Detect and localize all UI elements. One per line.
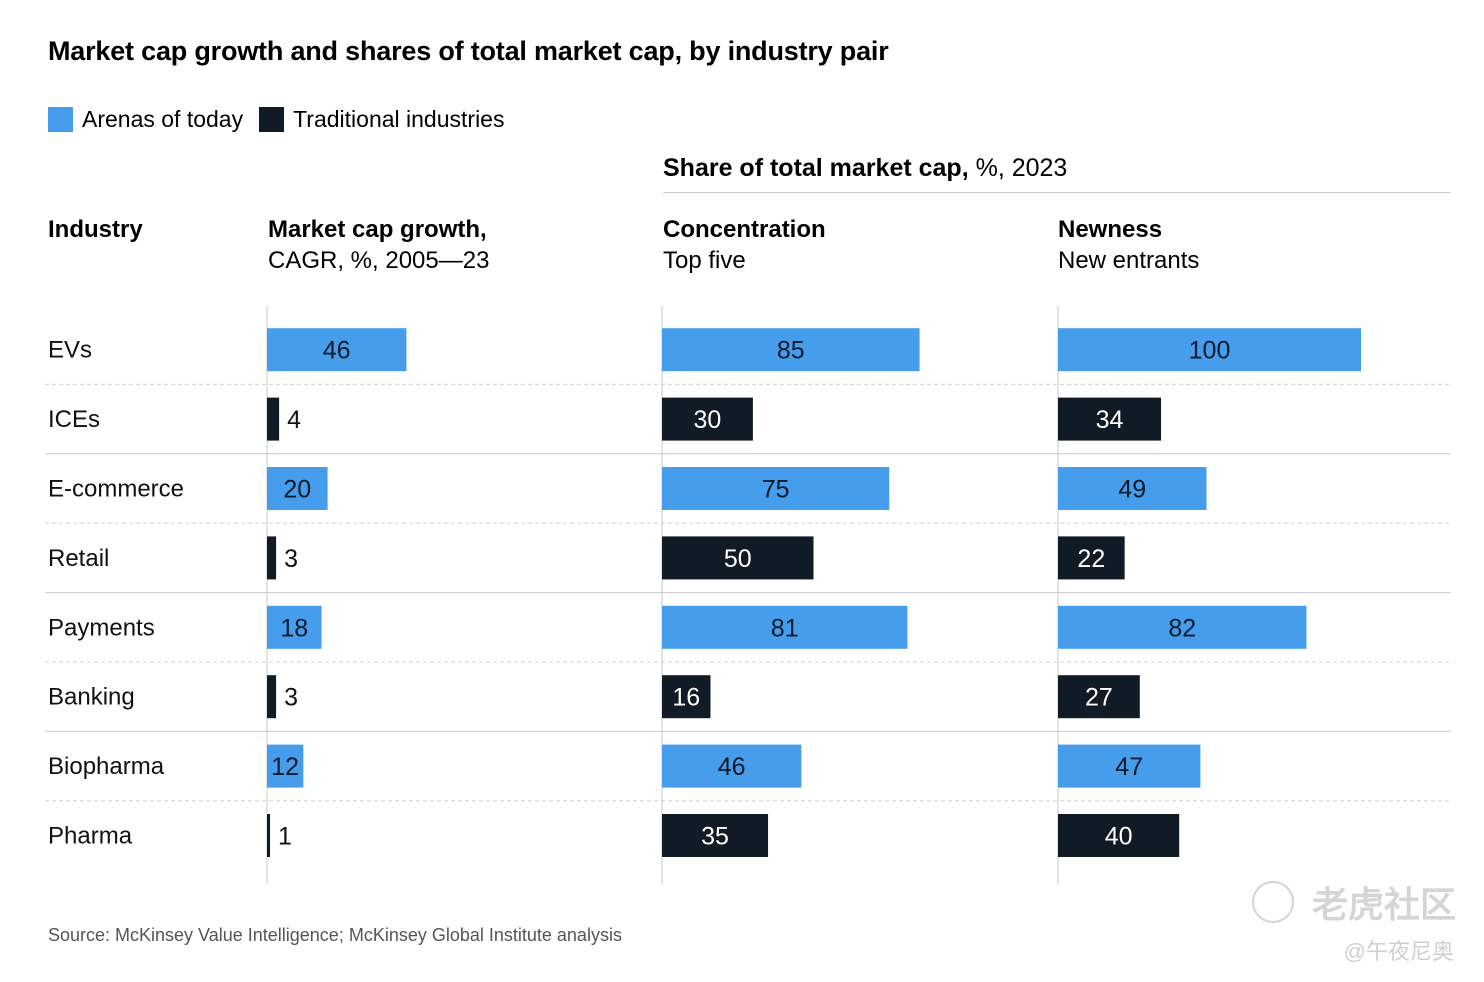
data-label-newness: 82 <box>1168 614 1196 642</box>
column-header-concentration: Concentration Top five <box>663 214 826 276</box>
data-label-concentration: 30 <box>694 406 722 434</box>
data-label-concentration: 85 <box>777 337 805 365</box>
bar-newness <box>1058 605 1307 649</box>
share-header: Share of total market cap, %, 2023 <box>663 154 1067 183</box>
watermark-brand-text: 老虎社区 <box>1311 884 1456 925</box>
data-label-growth: 1 <box>278 823 292 851</box>
legend-label-arenas: Arenas of today <box>82 106 244 132</box>
data-label-newness: 34 <box>1096 406 1124 434</box>
bar-concentration <box>662 328 920 372</box>
bar-concentration <box>662 536 814 580</box>
source-note: Source: McKinsey Value Intelligence; McK… <box>48 925 622 945</box>
bar-concentration <box>662 814 769 857</box>
bar-newness <box>1058 536 1125 580</box>
column-header-growth: Market cap growth, CAGR, %, 2005—23 <box>268 214 489 276</box>
data-label-growth: 3 <box>284 684 298 712</box>
category-label: Banking <box>48 684 135 711</box>
data-label-concentration: 50 <box>724 545 752 573</box>
category-label: Payments <box>48 614 155 641</box>
bar-growth <box>267 675 277 719</box>
data-label-newness: 47 <box>1115 753 1143 781</box>
data-label-growth: 20 <box>283 476 311 504</box>
bar-growth <box>267 328 407 372</box>
watermark-user: @午夜尼奥 <box>1343 939 1454 964</box>
data-label-concentration: 16 <box>672 684 700 712</box>
data-label-growth: 12 <box>271 753 299 781</box>
data-label-newness: 22 <box>1077 545 1105 573</box>
bar-newness <box>1058 814 1180 857</box>
category-label: Retail <box>48 545 109 572</box>
data-label-growth: 18 <box>280 614 308 642</box>
legend-label-traditional: Traditional industries <box>293 106 505 132</box>
column-subtitle-growth: CAGR, %, 2005—23 <box>268 247 490 274</box>
bar-concentration <box>662 467 890 510</box>
column-subtitle-concentration: Top five <box>663 247 746 274</box>
legend: Arenas of today Traditional industries <box>48 106 520 133</box>
legend-swatch-arenas <box>48 107 73 132</box>
watermark-logo-icon <box>1251 881 1294 923</box>
category-label: Biopharma <box>48 753 165 780</box>
share-header-bold: Share of total market cap, <box>663 154 969 182</box>
data-label-growth: 46 <box>323 337 351 365</box>
column-title-growth: Market cap growth, <box>268 216 487 243</box>
legend-item-traditional: Traditional industries <box>259 106 504 133</box>
data-label-concentration: 81 <box>771 614 799 642</box>
bar-concentration <box>662 675 711 719</box>
bar-concentration <box>662 397 753 441</box>
legend-swatch-traditional <box>259 107 285 132</box>
bar-growth <box>267 605 322 649</box>
bar-newness <box>1058 675 1140 719</box>
column-title-industry: Industry <box>48 216 143 243</box>
category-label: ICEs <box>48 406 100 433</box>
data-label-growth: 3 <box>284 545 298 573</box>
column-title-newness: Newness <box>1058 216 1163 243</box>
bar-newness <box>1058 467 1207 510</box>
bar-concentration <box>662 605 908 649</box>
data-label-newness: 100 <box>1189 337 1231 365</box>
data-label-growth: 4 <box>287 406 301 434</box>
category-label: E-commerce <box>48 476 184 503</box>
category-label: EVs <box>48 337 92 364</box>
data-label-concentration: 75 <box>762 476 790 504</box>
share-header-rest: %, 2023 <box>968 154 1068 182</box>
data-label-newness: 40 <box>1105 823 1133 851</box>
bar-growth <box>267 467 328 510</box>
bar-concentration <box>662 744 802 788</box>
column-header-newness: Newness New entrants <box>1058 214 1199 276</box>
data-label-newness: 27 <box>1085 684 1113 712</box>
bar-growth <box>267 397 280 441</box>
bar-growth <box>267 814 271 857</box>
data-label-newness: 49 <box>1118 476 1146 504</box>
data-label-concentration: 46 <box>718 753 746 781</box>
bar-newness <box>1058 744 1201 788</box>
chart-title: Market cap growth and shares of total ma… <box>48 36 889 66</box>
share-header-rule <box>663 192 1451 193</box>
column-subtitle-newness: New entrants <box>1058 247 1200 274</box>
bar-newness <box>1058 397 1162 441</box>
data-label-concentration: 35 <box>701 823 729 851</box>
category-label: Pharma <box>48 823 133 850</box>
bar-growth <box>267 536 277 580</box>
watermark-brand: 老虎社区 <box>1251 876 1456 928</box>
bar-growth <box>267 744 304 788</box>
bar-newness <box>1058 328 1361 372</box>
legend-item-arenas: Arenas of today <box>48 106 243 133</box>
column-title-concentration: Concentration <box>663 216 826 243</box>
column-header-industry: Industry <box>48 214 143 245</box>
